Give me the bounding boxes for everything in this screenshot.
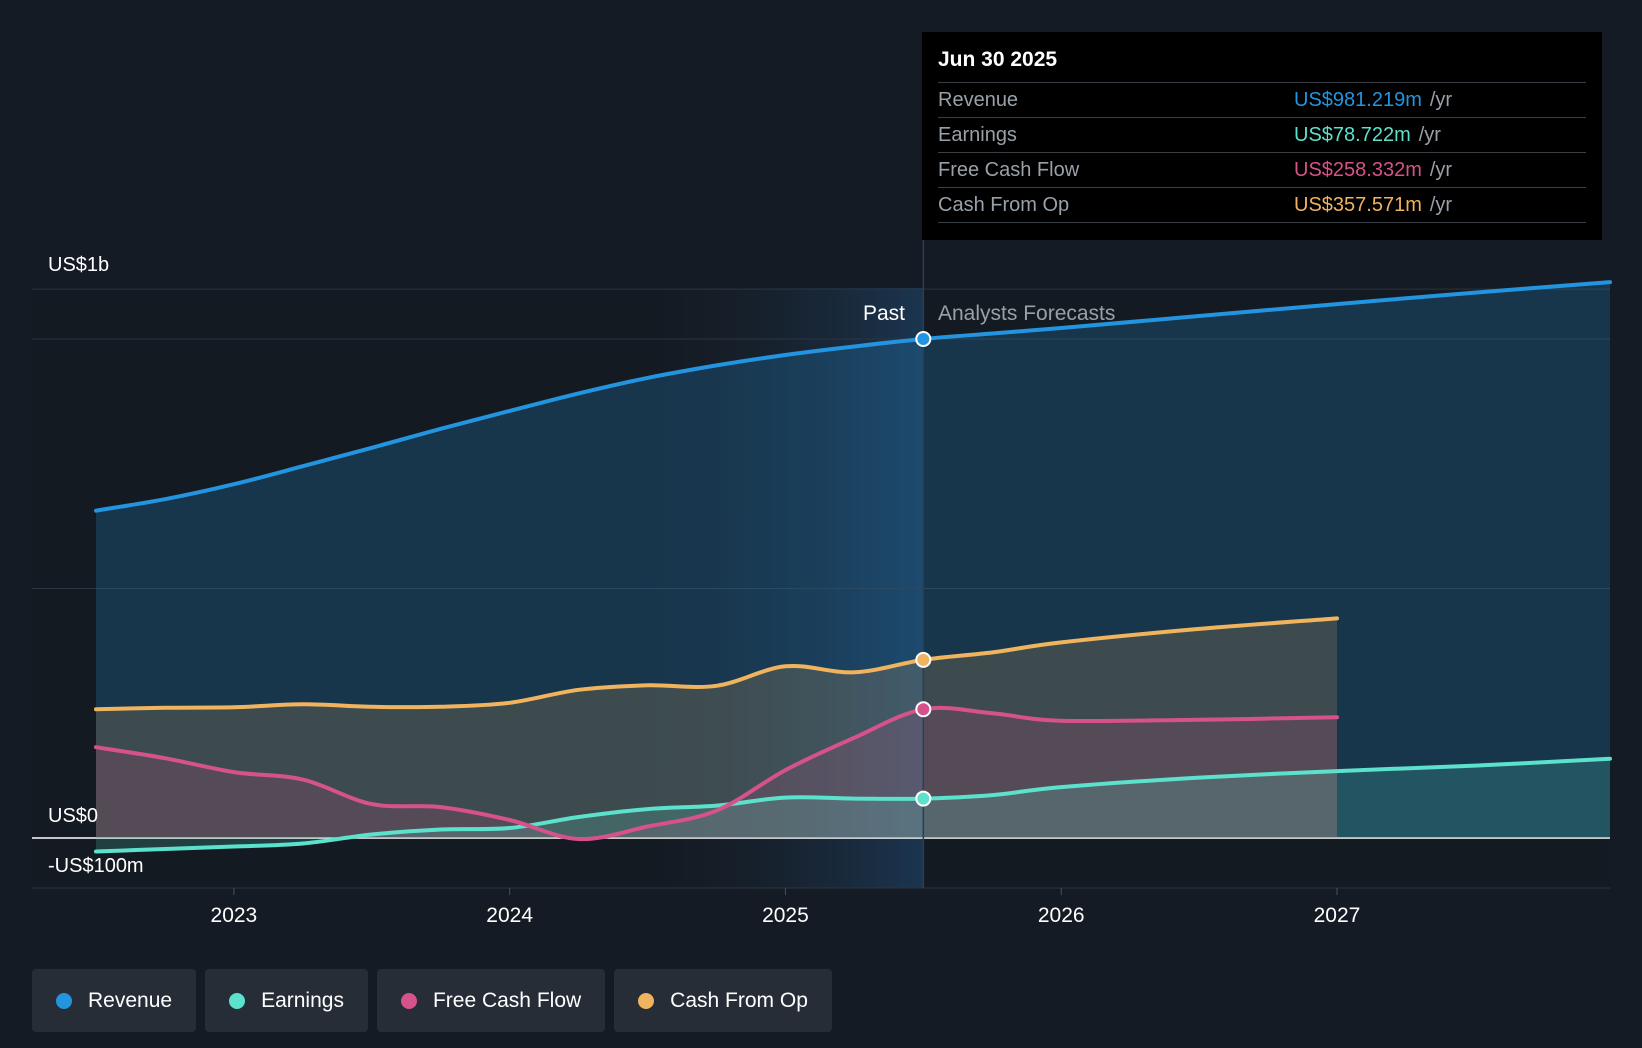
tooltip-value: US$258.332m xyxy=(1294,159,1422,181)
forecast-label: Analysts Forecasts xyxy=(938,302,1115,325)
tooltip-unit: /yr xyxy=(1429,194,1453,216)
tooltip-row-revenue: Revenue US$981.219m /yr xyxy=(938,83,1586,118)
tooltip-unit: /yr xyxy=(1418,124,1441,146)
tooltip-date: Jun 30 2025 xyxy=(938,46,1586,83)
legend-label: Earnings xyxy=(261,988,344,1012)
x-tick-label: 2026 xyxy=(1038,904,1085,927)
legend-label: Revenue xyxy=(88,988,173,1012)
legend-dot-icon xyxy=(400,992,417,1009)
grid-lines xyxy=(32,288,1610,889)
marker-revenue xyxy=(915,331,932,347)
y-label-bottom: -US$100m xyxy=(48,855,144,877)
series-markers xyxy=(915,331,932,807)
series-lines xyxy=(94,280,1612,854)
marker-free-cash-flow xyxy=(915,701,932,718)
tooltip-row-free-cash-flow: Free Cash Flow US$258.332m /yr xyxy=(938,153,1586,188)
tooltip-unit: /yr xyxy=(1429,159,1453,181)
x-tick-label: 2023 xyxy=(211,904,258,927)
area-earnings xyxy=(96,758,1610,852)
tooltip-value: US$78.722m xyxy=(1294,124,1411,146)
legend-dot-icon xyxy=(638,992,655,1009)
marker-cash-from-op xyxy=(915,651,932,668)
legend: Revenue Earnings Free Cash Flow Cash Fro… xyxy=(32,969,832,1032)
past-label: Past xyxy=(863,302,905,325)
x-tick-label: 2024 xyxy=(486,904,533,927)
x-tick-label: 2025 xyxy=(762,904,809,927)
legend-item-free-cash-flow[interactable]: Free Cash Flow xyxy=(376,969,606,1032)
tooltip-value: US$357.571m xyxy=(1294,194,1422,216)
legend-item-earnings[interactable]: Earnings xyxy=(205,969,368,1032)
tooltip-label: Earnings xyxy=(938,124,1017,146)
marker-earnings xyxy=(915,790,932,807)
tooltip-value: US$981.219m xyxy=(1294,89,1422,111)
legend-label: Cash From Op xyxy=(670,988,808,1012)
legend-dot-icon xyxy=(229,992,246,1009)
x-tick-label: 2027 xyxy=(1314,904,1361,927)
area-cash-from-op xyxy=(96,618,1337,838)
line-free-cash-flow xyxy=(94,705,1339,842)
tooltip-label: Free Cash Flow xyxy=(938,159,1080,181)
legend-dot-icon xyxy=(56,992,72,1009)
x-axis-ticks: 2023 2024 2025 2026 2027 xyxy=(211,888,1361,927)
tooltip-row-cash-from-op: Cash From Op US$357.571m /yr xyxy=(938,188,1586,223)
tooltip-unit: /yr xyxy=(1429,89,1453,111)
y-label-top: US$1b xyxy=(48,254,109,276)
legend-label: Free Cash Flow xyxy=(432,988,582,1012)
line-earnings xyxy=(94,756,1612,854)
tooltip-label: Revenue xyxy=(938,89,1019,111)
legend-item-revenue[interactable]: Revenue xyxy=(32,969,197,1032)
line-cash-from-op xyxy=(94,616,1339,712)
legend-item-cash-from-op[interactable]: Cash From Op xyxy=(614,969,832,1032)
tooltip-label: Cash From Op xyxy=(938,194,1070,216)
tooltip: Jun 30 2025 Revenue US$981.219m /yr Earn… xyxy=(922,32,1602,240)
tooltip-row-earnings: Earnings US$78.722m /yr xyxy=(938,118,1586,153)
line-revenue xyxy=(94,280,1612,513)
y-label-zero: US$0 xyxy=(48,805,98,827)
